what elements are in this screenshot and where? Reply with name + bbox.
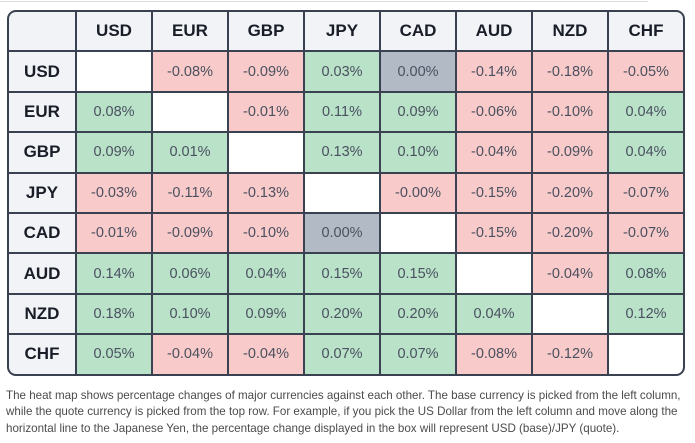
column-header-eur: EUR bbox=[153, 12, 227, 51]
cell-chf-aud: -0.08% bbox=[457, 335, 531, 374]
cell-aud-chf: 0.08% bbox=[609, 254, 683, 293]
cell-gbp-cad: 0.10% bbox=[381, 133, 455, 172]
row-header-usd: USD bbox=[9, 52, 75, 91]
cell-gbp-gbp bbox=[229, 133, 303, 172]
cell-cad-aud: -0.15% bbox=[457, 213, 531, 253]
cell-aud-jpy: 0.15% bbox=[305, 254, 379, 293]
cell-aud-gbp: 0.04% bbox=[229, 254, 303, 293]
cell-gbp-aud: -0.04% bbox=[457, 133, 531, 172]
cell-usd-gbp: -0.09% bbox=[229, 52, 303, 91]
cell-eur-jpy: 0.11% bbox=[305, 92, 379, 132]
cell-eur-chf: 0.04% bbox=[609, 92, 683, 132]
cell-usd-chf: -0.05% bbox=[609, 52, 683, 91]
column-header-chf: CHF bbox=[609, 12, 683, 51]
cell-eur-gbp: -0.01% bbox=[229, 92, 303, 132]
cell-cad-cad bbox=[381, 213, 455, 253]
column-header-nzd: NZD bbox=[533, 12, 607, 51]
cell-usd-nzd: -0.18% bbox=[533, 52, 607, 91]
cell-nzd-usd: 0.18% bbox=[77, 294, 151, 334]
cell-chf-eur: -0.04% bbox=[153, 335, 227, 374]
currency-heatmap-table: USD EUR GBP JPY CAD AUD NZD CHF USD -0.08% -0.09% 0… bbox=[7, 10, 685, 376]
cell-nzd-eur: 0.10% bbox=[153, 294, 227, 334]
cell-jpy-aud: -0.15% bbox=[457, 173, 531, 212]
cell-eur-cad: 0.09% bbox=[381, 92, 455, 132]
cell-chf-usd: 0.05% bbox=[77, 335, 151, 374]
cell-jpy-chf: -0.07% bbox=[609, 173, 683, 212]
column-header-gbp: GBP bbox=[229, 12, 303, 51]
cell-usd-jpy: 0.03% bbox=[305, 52, 379, 91]
cell-jpy-eur: -0.11% bbox=[153, 173, 227, 212]
cell-cad-eur: -0.09% bbox=[153, 213, 227, 253]
row-header-nzd: NZD bbox=[9, 294, 75, 334]
cell-jpy-gbp: -0.13% bbox=[229, 173, 303, 212]
column-header-aud: AUD bbox=[457, 12, 531, 51]
cell-nzd-chf: 0.12% bbox=[609, 294, 683, 334]
column-header-jpy: JPY bbox=[305, 12, 379, 51]
cell-jpy-cad: -0.00% bbox=[381, 173, 455, 212]
cell-chf-chf bbox=[609, 335, 683, 374]
row-header-eur: EUR bbox=[9, 92, 75, 132]
column-header-usd: USD bbox=[77, 12, 151, 51]
cell-eur-eur bbox=[153, 92, 227, 132]
cell-usd-aud: -0.14% bbox=[457, 52, 531, 91]
heatmap-description: The heat map shows percentage changes of… bbox=[6, 389, 681, 435]
cell-usd-usd bbox=[77, 52, 151, 91]
cell-cad-nzd: -0.20% bbox=[533, 213, 607, 253]
cell-aud-aud bbox=[457, 254, 531, 293]
cell-eur-usd: 0.08% bbox=[77, 92, 151, 132]
top-divider bbox=[0, 1, 648, 2]
cell-chf-cad: 0.07% bbox=[381, 335, 455, 374]
cell-nzd-gbp: 0.09% bbox=[229, 294, 303, 334]
row-header-gbp: GBP bbox=[9, 133, 75, 172]
cell-gbp-eur: 0.01% bbox=[153, 133, 227, 172]
cell-aud-nzd: -0.04% bbox=[533, 254, 607, 293]
cell-gbp-chf: 0.04% bbox=[609, 133, 683, 172]
row-header-jpy: JPY bbox=[9, 173, 75, 212]
cell-nzd-nzd bbox=[533, 294, 607, 334]
cell-jpy-nzd: -0.20% bbox=[533, 173, 607, 212]
cell-nzd-jpy: 0.20% bbox=[305, 294, 379, 334]
cell-usd-eur: -0.08% bbox=[153, 52, 227, 91]
cell-aud-usd: 0.14% bbox=[77, 254, 151, 293]
row-header-aud: AUD bbox=[9, 254, 75, 293]
cell-jpy-usd: -0.03% bbox=[77, 173, 151, 212]
row-header-cad: CAD bbox=[9, 213, 75, 253]
column-header-cad: CAD bbox=[381, 12, 455, 51]
cell-gbp-nzd: -0.09% bbox=[533, 133, 607, 172]
cell-eur-nzd: -0.10% bbox=[533, 92, 607, 132]
cell-eur-aud: -0.06% bbox=[457, 92, 531, 132]
cell-gbp-jpy: 0.13% bbox=[305, 133, 379, 172]
corner-cell bbox=[9, 12, 75, 51]
row-header-chf: CHF bbox=[9, 335, 75, 374]
cell-cad-jpy: 0.00% bbox=[305, 213, 379, 253]
cell-cad-chf: -0.07% bbox=[609, 213, 683, 253]
cell-chf-gbp: -0.04% bbox=[229, 335, 303, 374]
cell-cad-usd: -0.01% bbox=[77, 213, 151, 253]
cell-chf-nzd: -0.12% bbox=[533, 335, 607, 374]
cell-nzd-aud: 0.04% bbox=[457, 294, 531, 334]
cell-nzd-cad: 0.20% bbox=[381, 294, 455, 334]
cell-usd-cad: 0.00% bbox=[381, 52, 455, 91]
cell-aud-cad: 0.15% bbox=[381, 254, 455, 293]
cell-gbp-usd: 0.09% bbox=[77, 133, 151, 172]
cell-cad-gbp: -0.10% bbox=[229, 213, 303, 253]
cell-aud-eur: 0.06% bbox=[153, 254, 227, 293]
cell-chf-jpy: 0.07% bbox=[305, 335, 379, 374]
cell-jpy-jpy bbox=[305, 173, 379, 212]
